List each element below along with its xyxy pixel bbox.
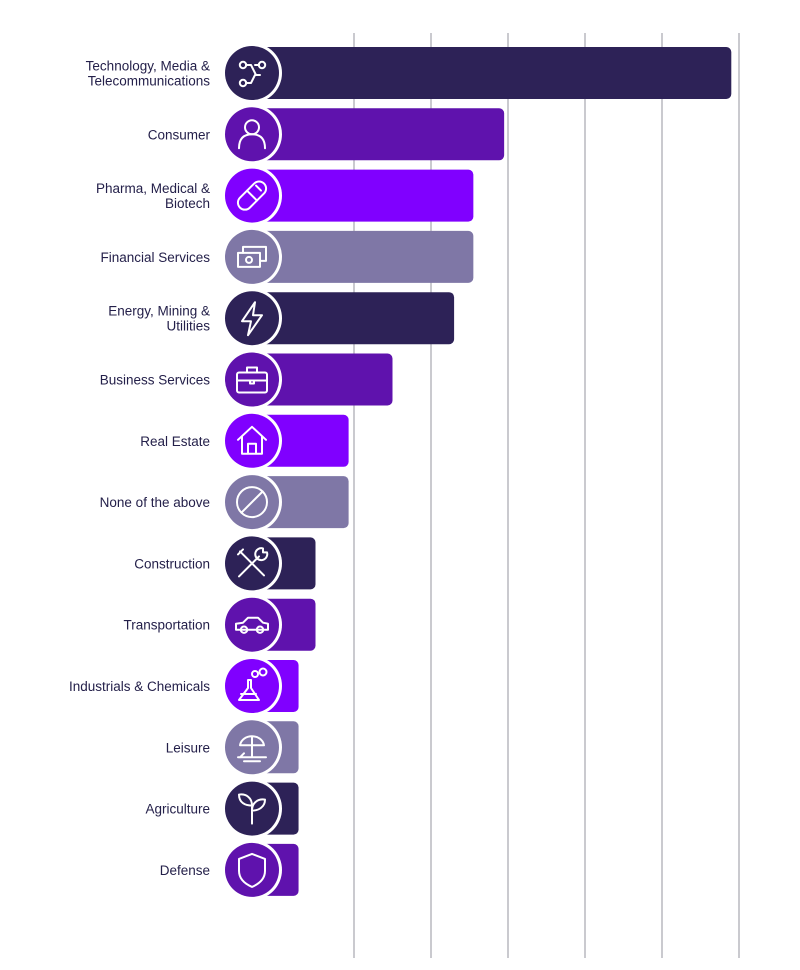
icon-disk <box>225 842 279 897</box>
category-label: Defense <box>160 863 210 878</box>
category-label: Financial Services <box>100 250 210 265</box>
category-label: Energy, Mining & Utilities <box>108 304 210 334</box>
bar-row <box>222 43 732 103</box>
bar-row <box>222 472 349 533</box>
sprout-icon <box>238 793 266 825</box>
category-label: Pharma, Medical & Biotech <box>96 181 210 211</box>
flask-icon <box>238 667 268 701</box>
bars <box>222 43 732 900</box>
category-label: None of the above <box>100 495 210 510</box>
money-icon <box>237 245 267 268</box>
bar <box>252 230 474 283</box>
shield-icon <box>238 852 266 888</box>
category-label: Real Estate <box>140 434 210 449</box>
category-label: Leisure <box>166 740 210 755</box>
lightning-icon <box>241 301 263 337</box>
bar-row <box>222 778 299 839</box>
category-labels: Technology, Media & Telecommunications Con… <box>69 59 211 878</box>
category-label: Agriculture <box>145 802 210 817</box>
prohibited-icon <box>236 486 268 519</box>
icon-disk <box>225 413 279 468</box>
pill-icon <box>236 180 268 211</box>
category-label: Business Services <box>100 373 211 388</box>
bar <box>252 292 455 345</box>
bar <box>252 169 474 222</box>
beach-umbrella-icon <box>237 735 267 763</box>
icon-disk <box>225 46 279 100</box>
bar-row <box>222 839 299 900</box>
bar-row <box>222 104 505 165</box>
bar <box>252 108 505 161</box>
category-label: Transportation <box>123 618 210 633</box>
icon-disk <box>225 229 279 284</box>
person-icon <box>238 119 266 150</box>
car-icon <box>235 616 269 634</box>
network-icon <box>238 60 267 88</box>
house-icon <box>237 425 267 455</box>
category-label: Consumer <box>148 127 211 142</box>
bar-row <box>222 226 474 287</box>
bar-row <box>222 165 474 226</box>
bar-row <box>222 656 299 716</box>
category-label: Industrials & Chemicals <box>69 679 210 694</box>
bar <box>252 353 393 406</box>
category-label: Technology, Media & Telecommunications <box>86 59 211 89</box>
bar <box>252 47 732 99</box>
icon-disk <box>225 597 279 652</box>
briefcase-icon <box>236 366 268 394</box>
bar-row <box>222 533 316 594</box>
tools-icon <box>237 547 269 578</box>
category-label: Construction <box>134 556 210 571</box>
bar-row <box>222 717 299 778</box>
bar-row <box>222 288 455 349</box>
bar-row <box>222 594 316 655</box>
bar-row <box>222 410 349 471</box>
icon-disk <box>225 291 279 346</box>
bar-row <box>222 349 393 410</box>
